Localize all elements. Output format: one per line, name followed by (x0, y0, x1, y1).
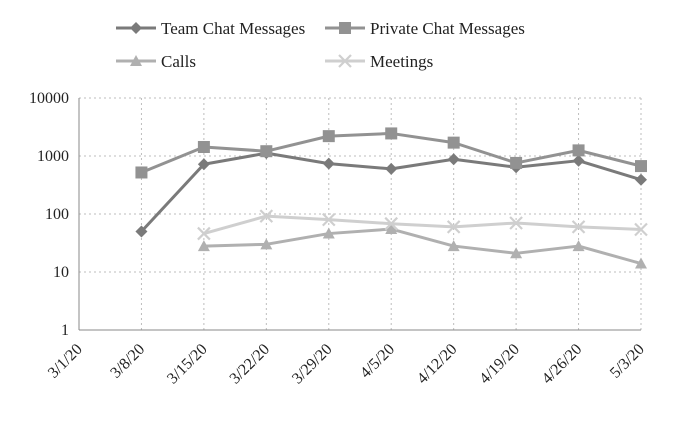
data-point-calls (635, 257, 647, 269)
data-point-meetings (446, 220, 461, 234)
legend-marker (130, 22, 142, 34)
data-point-meetings (197, 226, 211, 241)
y-axis-ticks: 1 10 100 1000 10000 (29, 90, 69, 339)
data-point-private-chat-messages (135, 166, 148, 179)
legend: Team Chat Messages Private Chat Messages C… (116, 19, 525, 71)
data-point-private-chat-messages (447, 136, 460, 149)
data-point-team-chat-messages (322, 157, 335, 170)
x-tick-label: 4/19/20 (476, 341, 523, 388)
x-tick-label: 4/5/20 (357, 341, 398, 382)
data-point-team-chat-messages (197, 158, 210, 171)
data-point-private-chat-messages (635, 160, 647, 173)
legend-label: Meetings (370, 52, 433, 71)
data-point-private-chat-messages (510, 156, 523, 169)
data-point-private-chat-messages (197, 140, 210, 153)
y-tick-label: 10000 (29, 90, 69, 107)
x-tick-label: 3/22/20 (227, 341, 274, 388)
legend-item-team-chat-messages: Team Chat Messages (116, 19, 305, 38)
data-point-private-chat-messages (385, 127, 398, 140)
data-point-meetings (634, 222, 648, 237)
series-group (135, 127, 648, 269)
legend-item-private-chat-messages: Private Chat Messages (325, 19, 525, 38)
data-point-meetings (509, 216, 523, 230)
legend-marker (339, 22, 351, 34)
data-point-calls (322, 227, 335, 239)
y-tick-label: 1 (61, 322, 69, 339)
data-point-calls (510, 247, 523, 259)
data-point-private-chat-messages (322, 130, 335, 143)
series-meetings (197, 209, 648, 241)
axes (78, 98, 641, 331)
y-tick-label: 100 (45, 206, 69, 223)
legend-item-calls: Calls (116, 52, 196, 71)
data-point-team-chat-messages (635, 173, 647, 186)
x-tick-label: 3/8/20 (107, 341, 148, 382)
data-point-calls (260, 238, 273, 250)
data-point-calls (385, 223, 398, 235)
data-point-meetings (384, 216, 398, 231)
data-point-meetings (322, 212, 336, 227)
legend-item-meetings: Meetings (325, 52, 433, 71)
data-point-team-chat-messages (135, 225, 148, 238)
x-tick-label: 3/29/20 (289, 341, 336, 388)
x-tick-label: 3/1/20 (45, 341, 86, 382)
data-point-private-chat-messages (260, 145, 273, 158)
y-tick-label: 10 (53, 264, 69, 281)
x-tick-label: 3/15/20 (164, 341, 211, 388)
data-point-calls (572, 240, 585, 252)
data-point-team-chat-messages (447, 153, 460, 166)
data-point-team-chat-messages (572, 154, 585, 167)
series-private-chat-messages (135, 127, 647, 179)
series-line-meetings (203, 214, 642, 236)
data-point-private-chat-messages (572, 144, 585, 157)
x-tick-label: 4/26/20 (539, 341, 586, 388)
x-tick-label: 5/3/20 (607, 341, 648, 382)
legend-marker (338, 54, 352, 68)
data-point-calls (447, 240, 460, 252)
series-calls (197, 223, 647, 269)
legend-label: Private Chat Messages (370, 19, 525, 38)
legend-marker (130, 55, 142, 66)
data-point-meetings (259, 209, 274, 223)
grid (79, 97, 642, 331)
x-tick-label: 4/12/20 (414, 341, 461, 388)
y-tick-label: 1000 (37, 148, 69, 165)
data-point-team-chat-messages (385, 162, 398, 175)
x-axis-ticks: 3/1/20 3/8/20 3/15/20 3/22/20 3/29/20 4/5/20 4… (45, 341, 648, 388)
series-line-calls (203, 227, 642, 265)
legend-label: Team Chat Messages (161, 19, 305, 38)
legend-label: Calls (161, 52, 196, 71)
data-point-meetings (571, 220, 586, 234)
data-point-calls (197, 240, 210, 252)
